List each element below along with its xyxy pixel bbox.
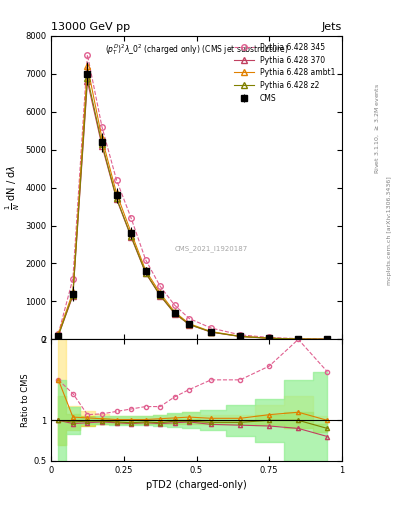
Pythia 6.428 ambt1 <box>267 335 272 341</box>
Pythia 6.428 370 <box>173 310 177 316</box>
Pythia 6.428 z2 <box>187 322 192 328</box>
Text: Jets: Jets <box>321 23 342 32</box>
Pythia 6.428 z2 <box>85 75 90 81</box>
Line: Pythia 6.428 z2: Pythia 6.428 z2 <box>55 75 330 342</box>
Pythia 6.428 370 <box>158 293 163 299</box>
Pythia 6.428 z2 <box>100 141 105 147</box>
Pythia 6.428 z2 <box>267 335 272 342</box>
Legend: Pythia 6.428 345, Pythia 6.428 370, Pythia 6.428 ambt1, Pythia 6.428 z2, CMS: Pythia 6.428 345, Pythia 6.428 370, Pyth… <box>231 39 338 106</box>
Text: 13000 GeV pp: 13000 GeV pp <box>51 23 130 32</box>
Text: mcplots.cern.ch [arXiv:1306.3436]: mcplots.cern.ch [arXiv:1306.3436] <box>387 176 391 285</box>
Pythia 6.428 370 <box>71 293 75 299</box>
Pythia 6.428 ambt1 <box>187 321 192 327</box>
Line: Pythia 6.428 370: Pythia 6.428 370 <box>55 79 330 342</box>
Pythia 6.428 345 <box>209 325 213 331</box>
Pythia 6.428 ambt1 <box>100 135 105 141</box>
Pythia 6.428 z2 <box>71 291 75 297</box>
Pythia 6.428 345 <box>238 332 242 338</box>
Line: Pythia 6.428 345: Pythia 6.428 345 <box>55 52 330 342</box>
Pythia 6.428 370 <box>143 270 148 276</box>
Pythia 6.428 ambt1 <box>56 331 61 337</box>
Pythia 6.428 345 <box>267 334 272 340</box>
Pythia 6.428 z2 <box>129 233 134 239</box>
Pythia 6.428 z2 <box>114 195 119 201</box>
Pythia 6.428 345 <box>325 336 330 342</box>
X-axis label: pTD2 (charged-only): pTD2 (charged-only) <box>146 480 247 490</box>
Pythia 6.428 ambt1 <box>238 333 242 339</box>
Pythia 6.428 345 <box>129 215 134 221</box>
Text: Rivet 3.1.10, $\geq$ 3.2M events: Rivet 3.1.10, $\geq$ 3.2M events <box>373 82 381 174</box>
Pythia 6.428 345 <box>187 315 192 322</box>
Pythia 6.428 370 <box>296 336 301 342</box>
Pythia 6.428 345 <box>100 124 105 130</box>
Pythia 6.428 ambt1 <box>85 63 90 69</box>
Pythia 6.428 ambt1 <box>143 267 148 273</box>
Pythia 6.428 370 <box>114 196 119 202</box>
Pythia 6.428 370 <box>85 78 90 84</box>
Text: $(p_T^D)^2\lambda\_0^2$ (charged only) (CMS jet substructure): $(p_T^D)^2\lambda\_0^2$ (charged only) (… <box>105 42 288 57</box>
Pythia 6.428 370 <box>100 143 105 149</box>
Pythia 6.428 ambt1 <box>296 336 301 342</box>
Pythia 6.428 z2 <box>209 329 213 335</box>
Pythia 6.428 345 <box>71 275 75 282</box>
Pythia 6.428 345 <box>56 331 61 337</box>
Pythia 6.428 ambt1 <box>173 309 177 315</box>
Pythia 6.428 z2 <box>56 332 61 338</box>
Pythia 6.428 370 <box>56 332 61 338</box>
Pythia 6.428 ambt1 <box>129 229 134 236</box>
Pythia 6.428 370 <box>187 322 192 328</box>
Pythia 6.428 z2 <box>143 269 148 275</box>
Pythia 6.428 z2 <box>238 333 242 339</box>
Pythia 6.428 345 <box>85 52 90 58</box>
Pythia 6.428 z2 <box>158 292 163 298</box>
Pythia 6.428 z2 <box>296 336 301 342</box>
Pythia 6.428 345 <box>158 283 163 289</box>
Pythia 6.428 345 <box>296 335 301 342</box>
Pythia 6.428 370 <box>209 329 213 335</box>
Pythia 6.428 345 <box>114 177 119 183</box>
Pythia 6.428 370 <box>267 335 272 342</box>
Pythia 6.428 z2 <box>325 336 330 343</box>
Pythia 6.428 z2 <box>173 310 177 316</box>
Pythia 6.428 370 <box>325 336 330 343</box>
Pythia 6.428 ambt1 <box>325 336 330 342</box>
Pythia 6.428 ambt1 <box>158 290 163 296</box>
Y-axis label: Ratio to CMS: Ratio to CMS <box>21 373 30 427</box>
Pythia 6.428 345 <box>143 257 148 263</box>
Pythia 6.428 370 <box>129 234 134 240</box>
Pythia 6.428 345 <box>173 302 177 308</box>
Pythia 6.428 370 <box>238 333 242 339</box>
Pythia 6.428 ambt1 <box>114 190 119 197</box>
Line: Pythia 6.428 ambt1: Pythia 6.428 ambt1 <box>55 63 330 342</box>
Pythia 6.428 ambt1 <box>71 289 75 295</box>
Text: CMS_2021_I1920187: CMS_2021_I1920187 <box>174 245 248 252</box>
Y-axis label: $\frac{1}{N}$ dN / d$\lambda$: $\frac{1}{N}$ dN / d$\lambda$ <box>4 165 22 210</box>
Pythia 6.428 ambt1 <box>209 329 213 335</box>
